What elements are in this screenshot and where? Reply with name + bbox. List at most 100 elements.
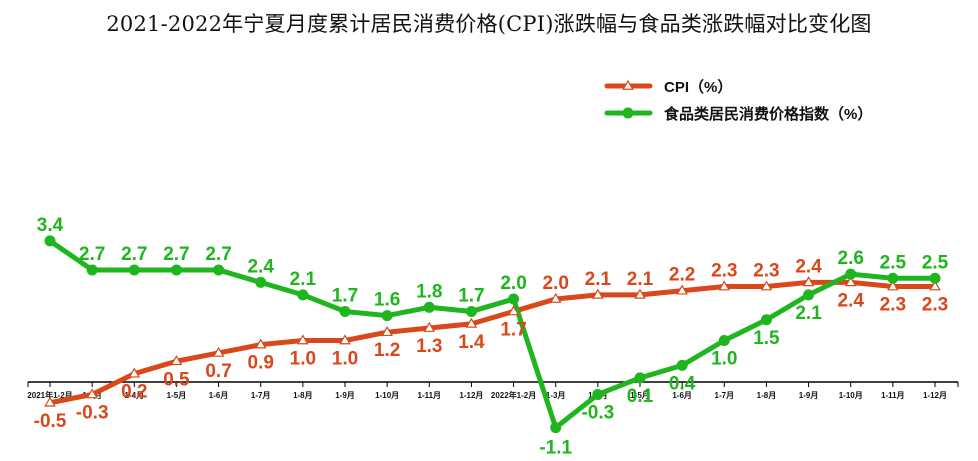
- food-data-label: 1.7: [332, 285, 358, 306]
- cpi-data-label: 2.4: [838, 290, 865, 311]
- x-tick-label: 1-11月: [417, 391, 441, 400]
- cpi-point: [212, 346, 225, 357]
- food-data-label: 1.0: [711, 349, 737, 370]
- x-tick-label: 1-12月: [459, 391, 483, 400]
- cpi-point: [760, 280, 773, 291]
- cpi-data-label: 2.1: [627, 269, 654, 290]
- food-point: [634, 372, 646, 384]
- cpi-point: [887, 280, 899, 291]
- food-data-label: 2.7: [205, 244, 231, 265]
- x-tick-label: 1-9月: [335, 391, 355, 400]
- food-point: [381, 310, 393, 322]
- cpi-data-label: 1.3: [416, 336, 442, 357]
- cpi-point: [507, 305, 520, 316]
- cpi-data-label: -0.3: [76, 402, 109, 423]
- food-data-label: 2.6: [838, 248, 864, 269]
- cpi-data-label: 2.3: [711, 261, 737, 282]
- food-point: [929, 272, 941, 284]
- cpi-point: [802, 276, 815, 287]
- cpi-point: [634, 288, 646, 299]
- cpi-point: [718, 280, 731, 291]
- food-data-label: 1.5: [753, 328, 780, 349]
- x-tick-label: 1-8月: [757, 391, 777, 400]
- legend-cpi-label: CPI（%）: [664, 78, 732, 96]
- food-data-label: 0.4: [669, 373, 696, 394]
- x-tick-label: 1-5月: [167, 391, 187, 400]
- cpi-data-label: 2.1: [585, 269, 612, 290]
- food-point: [44, 235, 56, 247]
- cpi-point: [929, 280, 941, 291]
- x-tick-label: 1-9月: [799, 391, 819, 400]
- x-tick-label: 1-10月: [375, 391, 399, 400]
- cpi-data-label: 1.0: [290, 349, 316, 370]
- food-point: [760, 314, 772, 326]
- chart-title: 2021-2022年宁夏月度累计居民消费价格(CPI)涨跌幅与食品类涨跌幅对比变…: [106, 12, 872, 36]
- food-data-label: -1.1: [539, 438, 572, 459]
- cpi-data-label: 2.4: [795, 256, 822, 277]
- food-series-line: [47, 238, 938, 431]
- cpi-data-label: 0.9: [248, 353, 274, 374]
- cpi-data-label: 0.2: [121, 382, 147, 403]
- food-data-label: 2.5: [880, 252, 907, 273]
- food-data-label: 2.1: [795, 303, 822, 324]
- food-point: [297, 289, 309, 301]
- cpi-data-label: 2.2: [669, 265, 695, 286]
- cpi-point: [592, 288, 604, 299]
- food-point: [676, 359, 688, 371]
- cpi-data-label: 1.0: [332, 349, 358, 370]
- cpi-point: [381, 325, 393, 337]
- cpi-data-label: -0.5: [34, 411, 67, 432]
- cpi-data-label: 1.2: [374, 340, 400, 361]
- x-tick-label: 2022年1-2月: [491, 390, 536, 400]
- food-point: [255, 276, 267, 288]
- food-point: [592, 388, 604, 400]
- food-data-label: 2.5: [922, 252, 949, 273]
- food-point: [550, 422, 562, 434]
- food-point: [170, 264, 182, 276]
- x-tick-label: 1-5月: [630, 391, 650, 400]
- cpi-data-label: 1.4: [458, 332, 485, 353]
- legend-food-marker: [622, 107, 634, 119]
- cpi-data-label: 2.3: [753, 261, 779, 282]
- food-data-label: 1.7: [458, 285, 484, 306]
- cpi-data-label: 1.7: [500, 319, 526, 340]
- food-data-label: 1.8: [416, 281, 442, 302]
- legend-food-label: 食品类居民消费价格指数（%）: [664, 105, 872, 123]
- x-tick-label: 1-10月: [839, 391, 863, 400]
- x-tick-label: 1-4月: [125, 391, 145, 400]
- x-tick-label: 1-8月: [293, 391, 313, 400]
- x-tick-label: 2021年1-2月: [27, 390, 72, 400]
- food-point: [718, 335, 730, 346]
- cpi-point: [844, 276, 857, 287]
- food-data-label: 2.4: [248, 256, 275, 277]
- food-data-label: 0.1: [627, 386, 654, 407]
- food-data-label: 2.7: [121, 244, 147, 265]
- food-data-label: 3.4: [37, 215, 64, 236]
- cpi-series-line: [47, 279, 938, 406]
- food-data-label: 1.6: [374, 290, 400, 311]
- cpi-data-label: 2.3: [880, 295, 906, 316]
- cpi-data-label: 0.7: [205, 361, 231, 382]
- food-point: [845, 268, 857, 280]
- cpi-point: [676, 284, 688, 295]
- food-point: [213, 264, 225, 276]
- food-point: [887, 272, 899, 284]
- x-tick-label: 1-7月: [251, 391, 271, 400]
- food-point: [86, 264, 98, 276]
- x-tick-label: 1-6月: [672, 391, 692, 400]
- cpi-point: [86, 388, 98, 399]
- x-tick-label: 1-12月: [923, 391, 947, 400]
- food-data-label: 2.7: [79, 244, 105, 265]
- food-data-label: 2.0: [500, 273, 526, 294]
- cpi-point: [549, 292, 562, 303]
- legend-cpi-marker: [622, 79, 634, 90]
- cpi-point: [465, 317, 478, 328]
- cpi-point: [254, 338, 267, 349]
- x-tick-label: 1-7月: [715, 391, 735, 400]
- food-point: [508, 293, 520, 305]
- cpi-point: [44, 396, 56, 407]
- cpi-data-label: 0.5: [163, 369, 190, 390]
- food-point: [339, 305, 351, 317]
- cpi-point: [297, 334, 309, 345]
